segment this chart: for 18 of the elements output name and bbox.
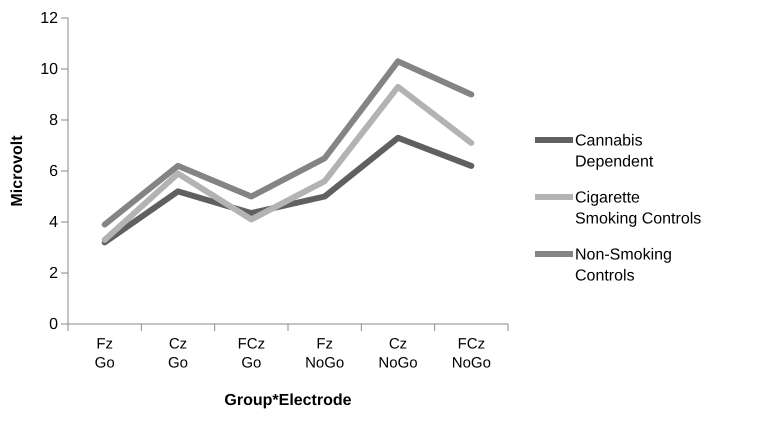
y-tick-label: 0: [49, 316, 58, 334]
y-tick-label: 2: [49, 265, 58, 282]
x-tick-label: Fz NoGo: [305, 336, 344, 372]
y-axis-title: Microvolt: [9, 134, 26, 207]
y-tick-label: 4: [49, 214, 58, 232]
legend-label: Cannabis Dependent: [575, 132, 654, 170]
y-tick-label: 6: [49, 163, 58, 180]
x-tick-label: Cz NoGo: [378, 336, 418, 372]
x-tick-label: FCz NoGo: [452, 336, 491, 372]
y-tick-label: 10: [40, 61, 58, 78]
x-tick-label: Cz Go: [168, 336, 188, 372]
y-tick-label: 12: [40, 10, 58, 28]
x-tick-label: FCz Go: [238, 336, 266, 372]
x-axis-title: Group*Electrode: [224, 392, 352, 409]
y-tick-label: 8: [49, 112, 58, 130]
legend-label: Non-Smoking Controls: [575, 246, 672, 284]
x-tick-label: Fz Go: [94, 336, 115, 372]
legend-label: Cigarette Smoking Controls: [575, 190, 702, 228]
